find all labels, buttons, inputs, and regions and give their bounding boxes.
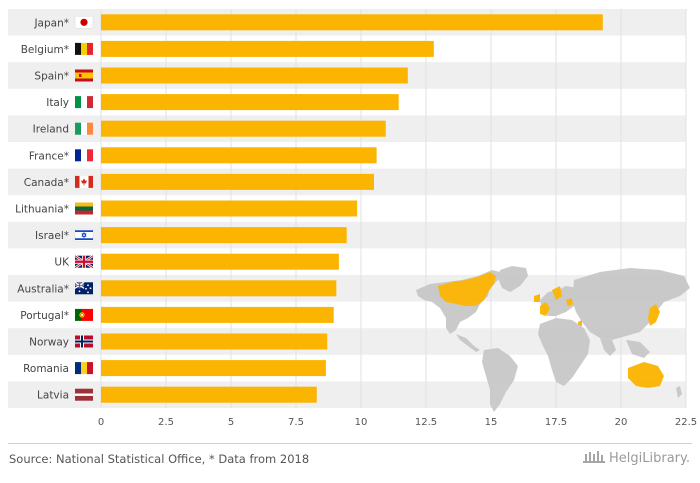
map-israel [578, 320, 582, 326]
map-africa [538, 318, 590, 386]
map-southeast-asia [626, 340, 650, 358]
france-flag [75, 149, 93, 162]
category-label: Romania [23, 363, 69, 375]
category-label: Lithuania* [15, 204, 69, 216]
x-tick-label: 0 [98, 417, 104, 428]
bar-israel[interactable] [101, 227, 347, 244]
map-canada [438, 272, 496, 306]
category-label: Spain* [34, 71, 69, 83]
israel-flag [74, 228, 94, 242]
portugal-flag [75, 308, 93, 321]
source-note: Source: National Statistical Office, * D… [9, 452, 310, 466]
bar-latvia[interactable] [101, 386, 317, 403]
category-label: Canada* [24, 177, 69, 189]
map-europe-highlight-west [540, 302, 550, 316]
map-asia [572, 268, 690, 340]
x-tick-label: 20 [615, 417, 628, 428]
romania-flag [75, 362, 93, 375]
bar-belgium[interactable] [101, 40, 434, 57]
x-tick-label: 10 [355, 417, 368, 428]
map-central-america [456, 334, 480, 352]
x-tick-label: 12.5 [415, 417, 437, 428]
category-label: Belgium* [21, 44, 69, 56]
x-tick-label: 22.5 [675, 417, 697, 428]
x-axis-ticks: 0 2.5 5 7.5 10 12.5 15 17.5 20 22.5 [98, 417, 697, 428]
category-label: Japan* [33, 17, 69, 29]
bar-ireland[interactable] [101, 120, 386, 137]
latvia-flag [75, 388, 93, 401]
country-flags [74, 16, 94, 401]
x-tick-label: 17.5 [545, 417, 567, 428]
uk-flag [74, 254, 94, 269]
map-south-asia [600, 338, 616, 356]
category-label: Israel* [35, 230, 69, 242]
bar-australia[interactable] [101, 280, 337, 297]
category-label: Portugal* [20, 310, 69, 322]
bar-portugal[interactable] [101, 306, 334, 323]
bar-uk[interactable] [101, 253, 339, 270]
australia-flag [74, 281, 93, 295]
category-label: Latvia [37, 390, 69, 402]
bar-lithuania[interactable] [101, 200, 358, 217]
category-labels: Japan* Belgium* Spain* Italy Ireland France* C… [15, 17, 70, 401]
category-label: Italy [46, 97, 69, 109]
bar-japan[interactable] [101, 14, 603, 31]
bar-italy[interactable] [101, 94, 399, 111]
spain-flag [75, 69, 93, 82]
x-tick-label: 7.5 [288, 417, 304, 428]
bar-romania[interactable] [101, 360, 326, 377]
category-label: Australia* [17, 283, 69, 295]
belgium-flag [75, 42, 93, 55]
x-tick-label: 5 [228, 417, 234, 428]
category-label: France* [29, 150, 69, 162]
norway-flag [75, 335, 93, 348]
bar-canada[interactable] [101, 173, 374, 190]
map-new-zealand [676, 386, 682, 398]
map-greenland [498, 266, 528, 292]
helgi-library-logo[interactable]: HelgiLibrary. [583, 449, 690, 467]
helgi-library-building-icon [583, 449, 606, 467]
footer-divider [8, 443, 692, 444]
bar-france[interactable] [101, 147, 377, 164]
bar-chart: Japan* Belgium* Spain* Italy Ireland France* C… [8, 9, 697, 428]
map-europe-highlight-north [552, 286, 562, 300]
category-label: Norway [29, 337, 69, 349]
x-tick-label: 15 [485, 417, 498, 428]
map-south-america [482, 348, 518, 412]
lithuania-flag [75, 202, 93, 215]
logo-text: HelgiLibrary. [609, 450, 690, 466]
world-map-illustration [416, 266, 690, 412]
canada-flag [75, 175, 93, 188]
japan-flag [74, 16, 94, 29]
bar-norway[interactable] [101, 333, 328, 350]
bars [101, 14, 603, 403]
x-tick-label: 2.5 [158, 417, 174, 428]
italy-flag [75, 96, 93, 109]
ireland-flag [75, 122, 93, 135]
category-label: UK [54, 257, 70, 269]
category-label: Ireland [33, 124, 69, 136]
map-uk-ireland [534, 294, 540, 302]
bar-spain[interactable] [101, 67, 408, 84]
map-japan [648, 304, 660, 326]
map-australia [628, 362, 664, 388]
